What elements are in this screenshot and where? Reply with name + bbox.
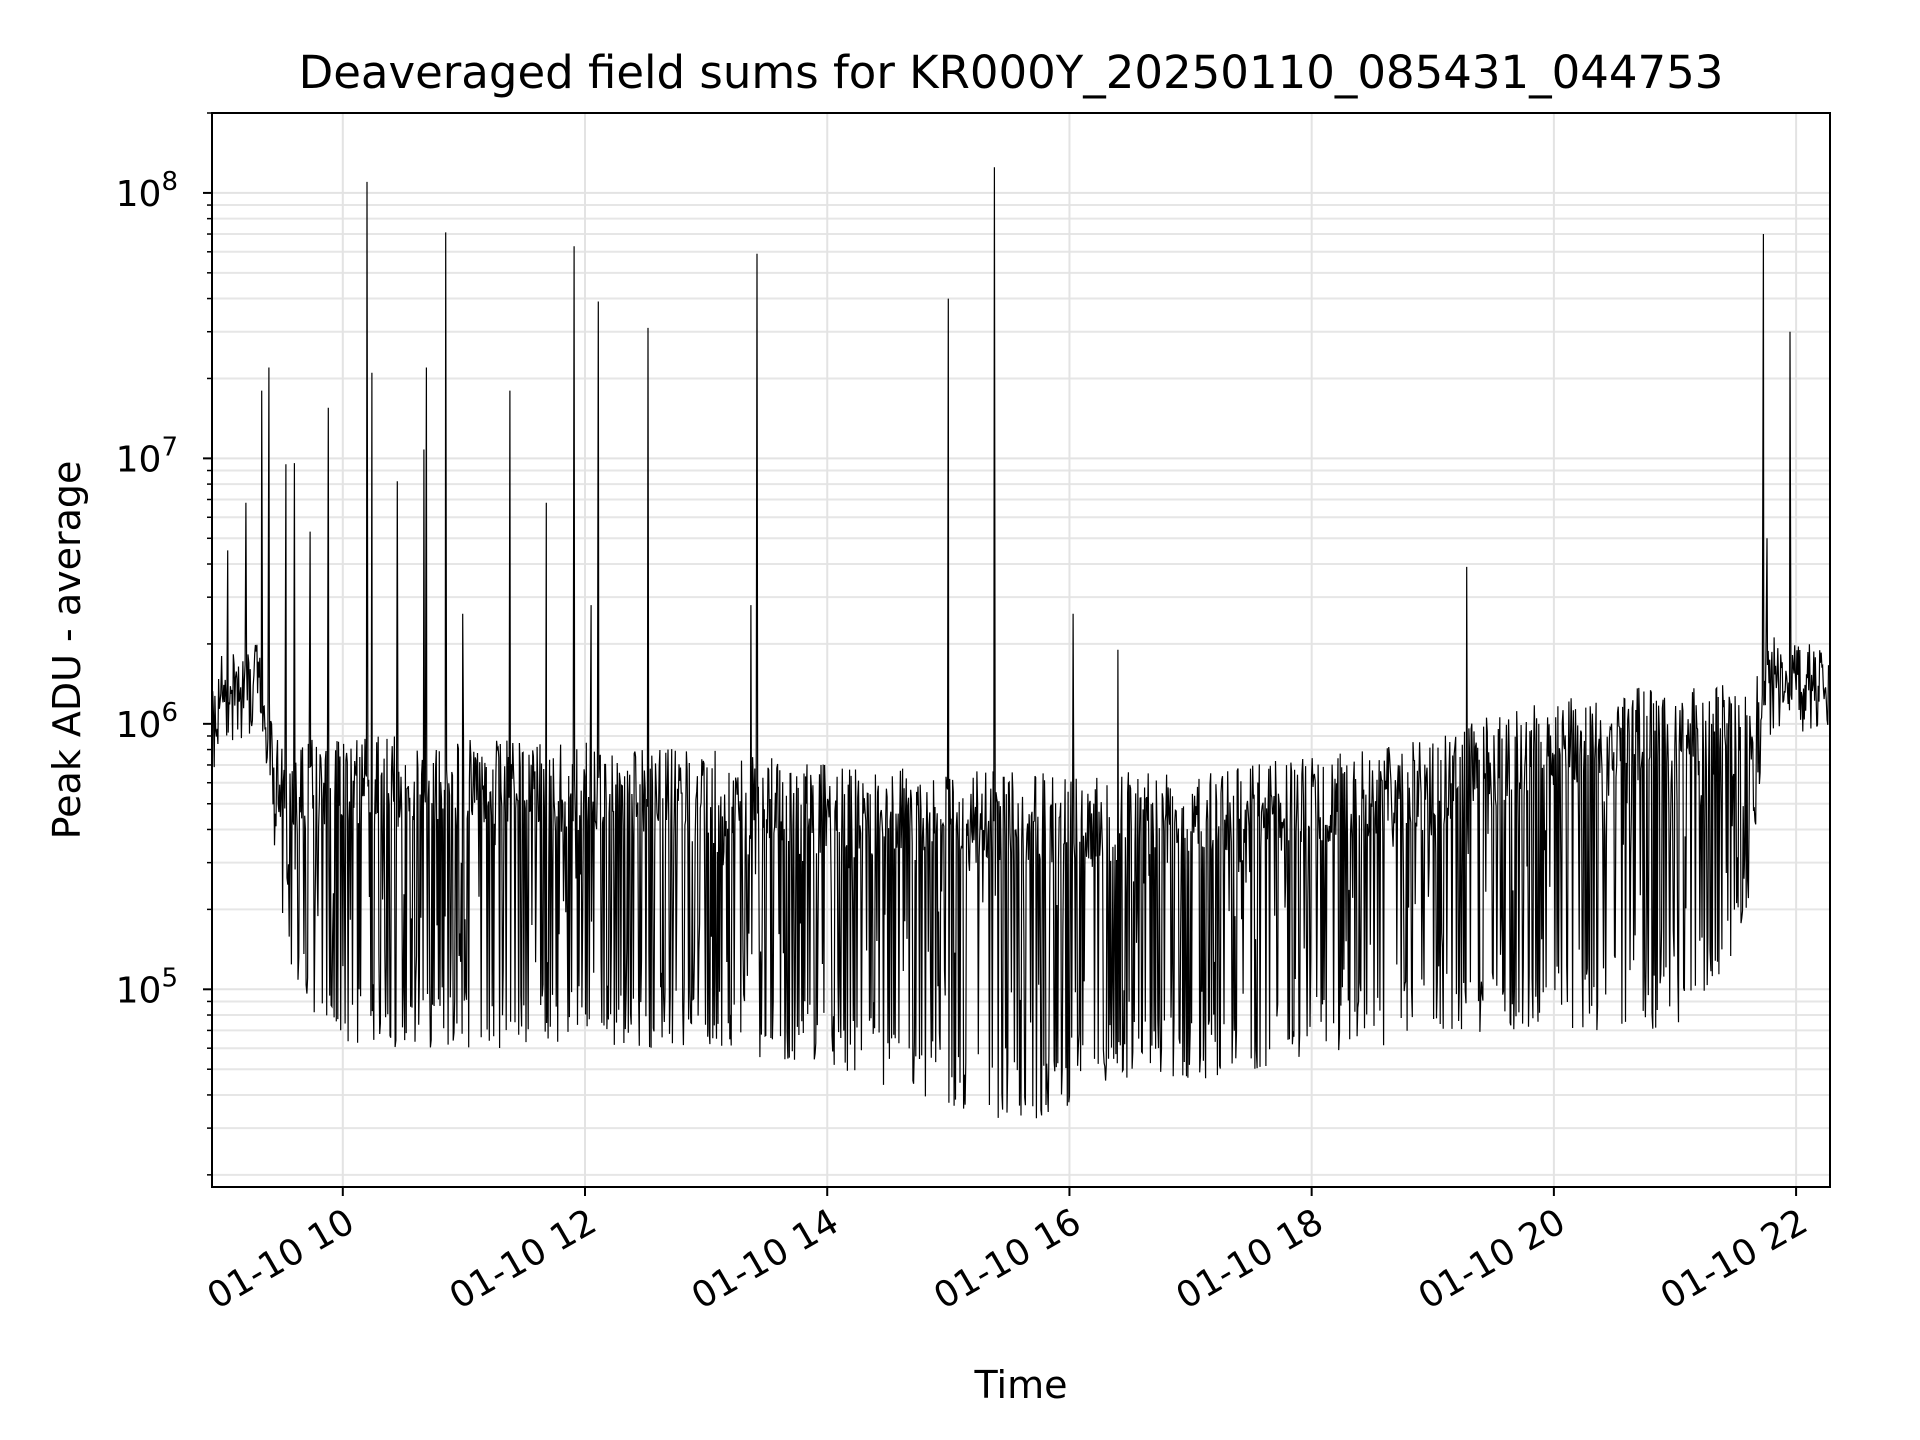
y-axis-label: Peak ADU - average — [45, 461, 89, 840]
y-tick-label: 107 — [116, 432, 178, 480]
y-tick-label: 105 — [116, 963, 178, 1011]
y-tick-label: 108 — [116, 167, 178, 215]
x-axis-label: Time — [974, 1363, 1068, 1407]
chart-title: Deaveraged field sums for KR000Y_2025011… — [299, 46, 1724, 99]
series-line — [211, 167, 1831, 1119]
series — [211, 167, 1831, 1119]
y-tick-label: 106 — [116, 698, 178, 746]
y-axis: 105 106 107 108 — [116, 112, 212, 1176]
plot-frame — [211, 112, 1831, 1188]
